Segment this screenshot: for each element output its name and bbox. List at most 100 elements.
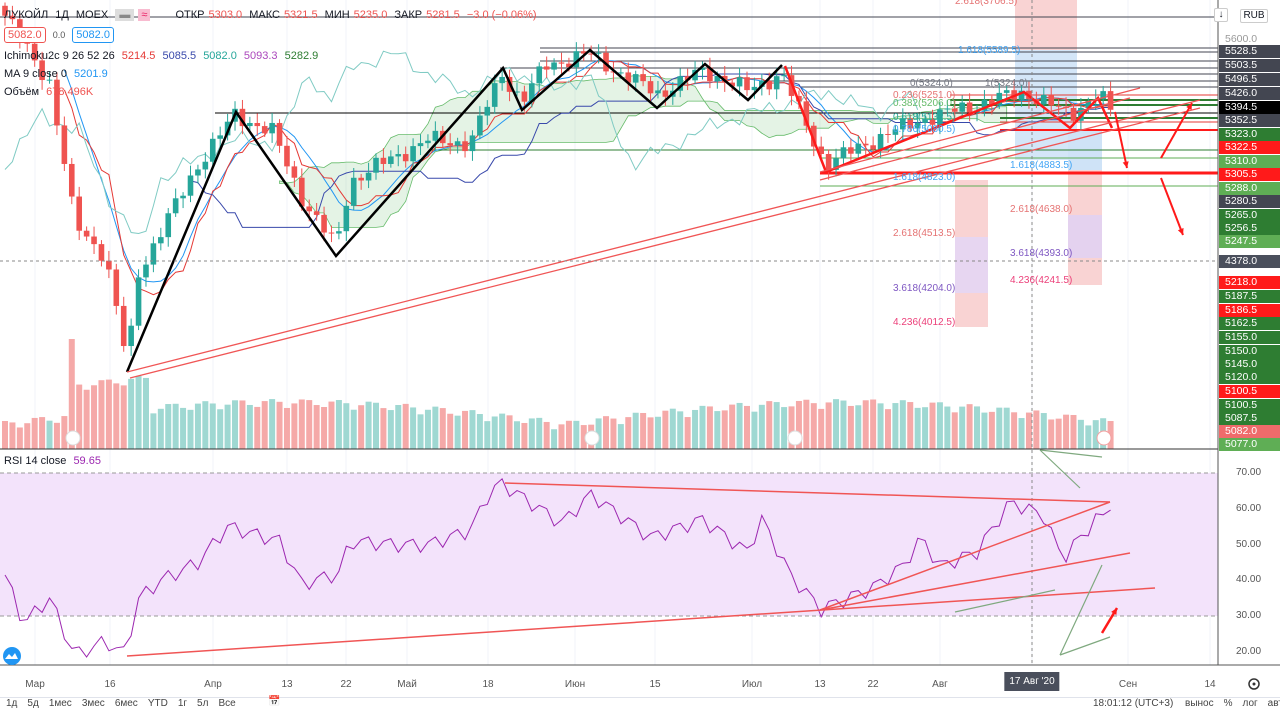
candle <box>143 264 149 278</box>
candle <box>425 140 431 144</box>
rsi-green-line[interactable] <box>1039 449 1103 458</box>
volume-bar <box>773 402 780 449</box>
scale-option[interactable]: лог <box>1242 698 1258 709</box>
candle <box>128 325 134 347</box>
volume-bar <box>313 405 320 449</box>
tradingview-logo-icon[interactable] <box>3 647 21 665</box>
sell-button[interactable]: 5082.0 <box>4 27 46 43</box>
rsi-up-arrow-head <box>1111 608 1117 615</box>
currency-button[interactable]: RUB <box>1240 9 1268 23</box>
range-button[interactable]: 1г <box>177 698 188 709</box>
range-button[interactable]: 5д <box>27 698 39 709</box>
candle <box>632 74 639 83</box>
candle <box>477 115 483 136</box>
earnings-markers[interactable] <box>65 430 1112 446</box>
rsi-green-line[interactable] <box>1059 636 1111 656</box>
buy-button[interactable]: 5082.0 <box>72 27 114 43</box>
volume-bar <box>751 411 758 449</box>
volume-legend[interactable]: Объём 678.496K <box>4 86 94 98</box>
range-buttons[interactable]: 1д 5д 1мес 3мес 6мес YTD 1г 5л Все <box>6 698 246 709</box>
candle <box>365 172 372 181</box>
down-arrow[interactable] <box>1160 177 1184 236</box>
volume-bar <box>157 408 164 449</box>
volume-bar <box>929 402 936 449</box>
volume-bar <box>120 385 127 449</box>
scale-option[interactable]: вынос <box>1185 698 1214 709</box>
rsi-trend-line[interactable] <box>504 482 1111 503</box>
volume-bar <box>1003 407 1010 449</box>
candle <box>707 67 713 82</box>
range-button[interactable]: Все <box>218 698 236 709</box>
volume-bar <box>365 401 372 449</box>
scale-options[interactable]: вынос% логавто <box>1185 698 1280 709</box>
ichimoku-legend[interactable]: Ichimoku2c 9 26 52 26 5214.5 5085.5 5082… <box>4 50 319 62</box>
candle <box>558 62 565 64</box>
candle <box>996 92 1003 105</box>
candles <box>2 2 1114 356</box>
trend-line[interactable] <box>126 99 1201 373</box>
candle <box>951 108 958 112</box>
scroll-down-button[interactable]: ↓ <box>1214 8 1228 22</box>
range-button[interactable]: 3мес <box>81 698 105 709</box>
volume-bar <box>506 415 513 449</box>
chart-settings-icon[interactable] <box>1248 678 1260 690</box>
range-button[interactable]: 1д <box>6 698 18 709</box>
candle <box>766 80 773 90</box>
compare-icon[interactable]: ≈ <box>138 9 151 21</box>
down-arrow-head <box>1122 161 1129 168</box>
scale-option[interactable]: % <box>1223 698 1233 709</box>
volume-bar <box>424 409 431 449</box>
fib-level-label: 0.618(5132.5) <box>893 112 956 123</box>
candle <box>870 145 876 150</box>
rsi-legend[interactable]: RSI 14 close 59.65 <box>4 455 101 467</box>
red-zigzag[interactable] <box>783 65 1114 174</box>
rsi-green-line[interactable] <box>1059 564 1103 656</box>
volume-bar <box>625 417 632 449</box>
volume-bar <box>447 413 454 449</box>
range-button[interactable]: YTD <box>147 698 168 709</box>
fib-level-label: 3.618(4393.0) <box>1010 248 1073 259</box>
trend-line[interactable] <box>819 97 1131 181</box>
candle <box>39 60 45 81</box>
volume-bar <box>432 406 439 449</box>
rsi-trend-line[interactable] <box>819 552 1131 611</box>
trend-line[interactable] <box>129 107 1201 379</box>
candle <box>1018 90 1025 100</box>
volume-bar <box>899 400 906 449</box>
chikou-line <box>4 50 919 235</box>
trend-line[interactable] <box>819 87 1141 173</box>
candle <box>217 135 223 139</box>
range-button[interactable]: 1мес <box>48 698 72 709</box>
volume-bar <box>907 402 914 449</box>
up-arrow[interactable] <box>1160 102 1193 159</box>
rsi-green-line[interactable] <box>1039 449 1081 489</box>
range-button[interactable]: 5л <box>197 698 209 709</box>
scale-option[interactable]: авто <box>1267 698 1280 709</box>
rsi-trend-line[interactable] <box>819 501 1111 611</box>
fib-level-label: 0.236(5251.0) <box>893 90 956 101</box>
candle <box>647 81 654 94</box>
volume-bar <box>469 410 476 449</box>
rsi-trend-line[interactable] <box>126 587 1156 657</box>
ma-legend[interactable]: MA 9 close 0 5201.9 <box>4 68 108 80</box>
range-button[interactable]: 6мес <box>114 698 138 709</box>
volume-bar <box>892 403 899 449</box>
symbol-name[interactable]: ЛУКОЙЛ <box>4 9 49 21</box>
black-zigzag[interactable] <box>125 48 783 373</box>
volume-bar <box>246 404 253 449</box>
volume-bar <box>1085 425 1092 449</box>
volume-bar <box>113 383 120 449</box>
volume-bar <box>306 400 313 449</box>
volume-bar <box>46 420 53 449</box>
candle <box>395 154 402 157</box>
candle <box>402 154 409 162</box>
down-arrow[interactable] <box>1114 111 1128 169</box>
visibility-toggle[interactable]: ▬ <box>115 9 135 21</box>
calendar-icon[interactable]: 📅 <box>268 696 281 707</box>
drawings[interactable] <box>125 48 1201 634</box>
rsi-green-line[interactable] <box>954 589 1056 613</box>
interval[interactable]: 1Д <box>55 9 69 21</box>
volume-bar <box>402 403 409 449</box>
rsi-drawings[interactable] <box>126 449 1156 657</box>
